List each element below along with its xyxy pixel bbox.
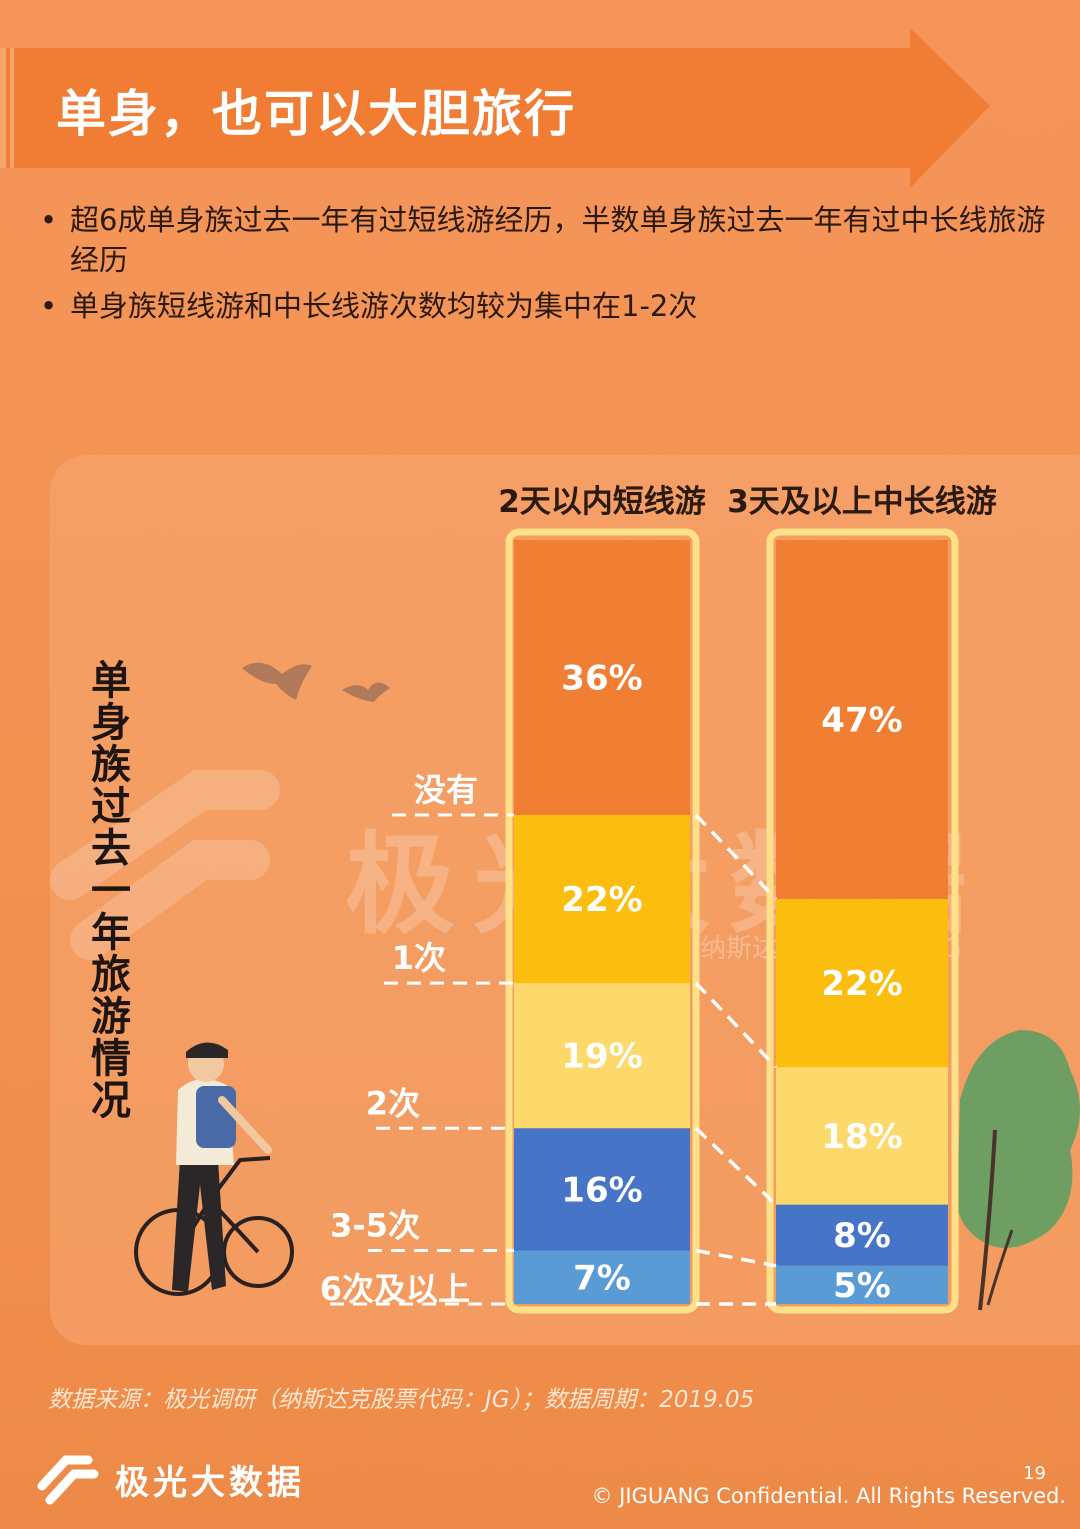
category-label: 2天以内短线游 xyxy=(498,484,706,520)
brand-name: 极光大数据 xyxy=(115,1463,305,1503)
bar-frame-short xyxy=(505,528,700,1314)
data-label: 22% xyxy=(561,880,642,920)
connector-line xyxy=(695,1248,777,1268)
brand-logo-icon xyxy=(37,1455,99,1505)
bar-segment xyxy=(776,899,948,1068)
bullet-list: 超6成单身族过去一年有过短线游经历，半数单身族过去一年有过中长线旅游经历 单身族… xyxy=(40,200,1050,332)
tree-illustration xyxy=(956,1030,1080,1311)
page-title: 单身，也可以大胆旅行 xyxy=(56,85,576,143)
bar-segment xyxy=(776,1204,948,1266)
data-label: 19% xyxy=(561,1037,642,1077)
data-label: 47% xyxy=(821,701,902,741)
bar-segment xyxy=(514,540,690,816)
legend-label: 1次 xyxy=(392,939,446,977)
data-label: 16% xyxy=(561,1170,642,1210)
legend-label: 没有 xyxy=(414,771,478,809)
birds-illustration xyxy=(242,662,390,702)
cyclist-illustration xyxy=(134,1042,294,1296)
legend-label: 3-5次 xyxy=(330,1207,420,1245)
legend-label: 2次 xyxy=(366,1084,420,1122)
title-banner xyxy=(0,28,990,188)
watermark-logo xyxy=(50,770,280,960)
legend-label: 6次及以上 xyxy=(320,1270,470,1308)
bullet-item: 超6成单身族过去一年有过短线游经历，半数单身族过去一年有过中长线旅游经历 xyxy=(40,200,1050,280)
connector-line xyxy=(694,1127,778,1206)
bar-segment xyxy=(514,983,690,1129)
connector-line xyxy=(694,981,778,1069)
bar-segment xyxy=(776,1067,948,1205)
y-axis-label: 单身族过去一年旅游情况 xyxy=(91,658,131,1124)
data-label: 36% xyxy=(561,659,642,699)
bar-segment xyxy=(514,1250,690,1304)
data-label: 7% xyxy=(573,1258,631,1298)
bar-segment xyxy=(514,1128,690,1251)
data-source: 数据来源：极光调研（纳斯达克股票代码：JG）；数据周期：2019.05 xyxy=(48,1387,755,1413)
data-label: 18% xyxy=(821,1117,902,1157)
bar-frame-long xyxy=(766,528,959,1314)
page-number: 19 xyxy=(1023,1463,1046,1484)
bar-segment xyxy=(776,1265,948,1304)
data-label: 5% xyxy=(833,1266,891,1306)
bar-segment xyxy=(514,815,690,984)
connector-line xyxy=(694,813,778,901)
copyright-text: © JIGUANG Confidential. All Rights Reser… xyxy=(591,1484,1067,1508)
bullet-item: 单身族短线游和中长线游次数均较为集中在1-2次 xyxy=(40,286,1050,326)
category-label: 3天及以上中长线游 xyxy=(727,484,997,520)
data-label: 8% xyxy=(833,1216,891,1256)
bar-segment xyxy=(776,540,948,900)
data-label: 22% xyxy=(821,964,902,1004)
